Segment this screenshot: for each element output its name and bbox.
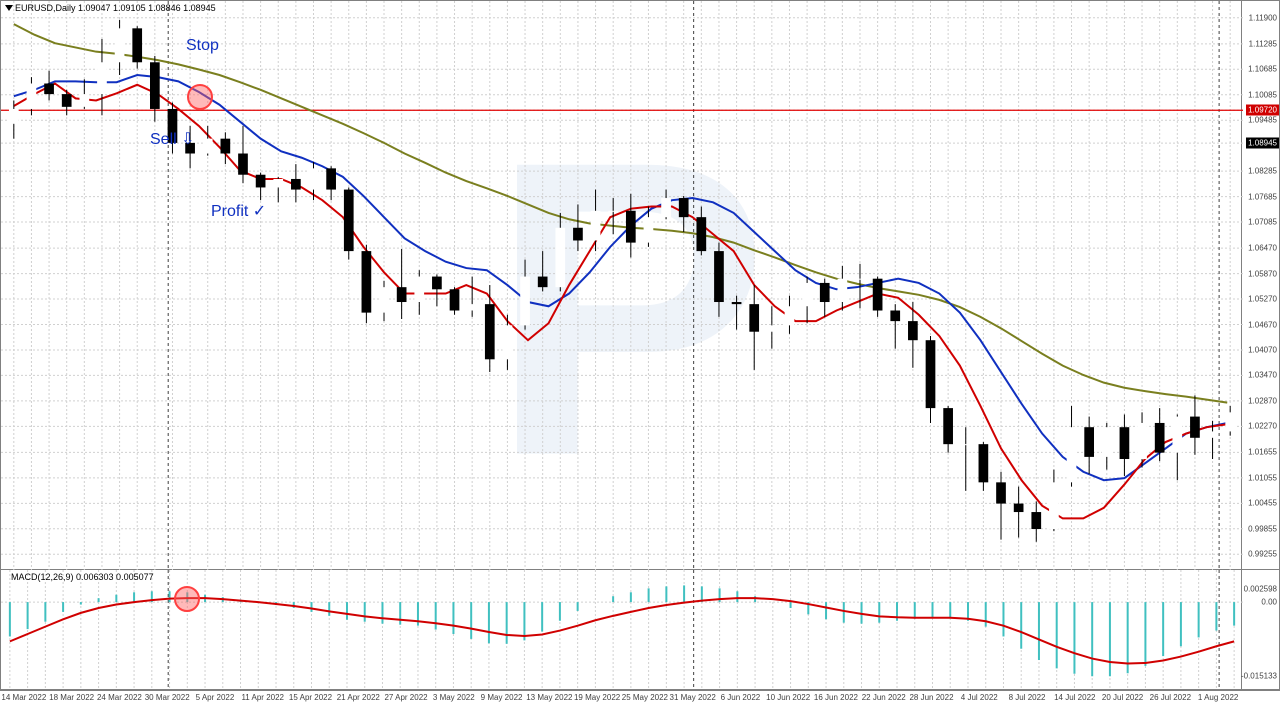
signal-marker-icon bbox=[174, 586, 200, 612]
x-tick-label: 16 Jun 2022 bbox=[814, 693, 858, 702]
time-x-axis: 14 Mar 202218 Mar 202224 Mar 202230 Mar … bbox=[0, 690, 1280, 709]
x-tick-label: 31 May 2022 bbox=[670, 693, 716, 702]
annotation-label: Sell ⇩ bbox=[150, 129, 195, 149]
price-chart-panel[interactable]: P EURUSD,Daily 1.09047 1.09105 1.08846 1… bbox=[0, 0, 1242, 570]
x-tick-label: 30 Mar 2022 bbox=[145, 693, 190, 702]
y-tick-label: 0.99855 bbox=[1248, 524, 1277, 533]
macd-y-axis: 0.002598 0.00 -0.015133 bbox=[1242, 570, 1280, 690]
y-tick-label: 1.03470 bbox=[1248, 371, 1277, 380]
y-tick-label: 1.08945 bbox=[1246, 138, 1279, 149]
x-tick-label: 9 May 2022 bbox=[481, 693, 523, 702]
annotation-label: Profit ✓ bbox=[211, 201, 266, 221]
x-tick-label: 15 Apr 2022 bbox=[289, 693, 332, 702]
y-tick-label: 1.00455 bbox=[1248, 499, 1277, 508]
x-tick-label: 11 Apr 2022 bbox=[241, 693, 284, 702]
y-tick-label: 1.08285 bbox=[1248, 167, 1277, 176]
y-tick-label: 1.10085 bbox=[1248, 90, 1277, 99]
y-tick-label: 1.05270 bbox=[1248, 295, 1277, 304]
x-tick-label: 14 Jul 2022 bbox=[1054, 693, 1095, 702]
annotation-label: Stop bbox=[186, 37, 219, 55]
x-tick-label: 27 Apr 2022 bbox=[384, 693, 427, 702]
signal-marker-icon bbox=[187, 84, 213, 110]
y-tick-label: 1.10685 bbox=[1248, 65, 1277, 74]
x-tick-label: 14 Mar 2022 bbox=[1, 693, 46, 702]
x-tick-label: 25 May 2022 bbox=[622, 693, 668, 702]
y-tick-label: 1.04670 bbox=[1248, 320, 1277, 329]
x-tick-label: 4 Jul 2022 bbox=[961, 693, 998, 702]
x-tick-label: 22 Jun 2022 bbox=[862, 693, 906, 702]
macd-panel[interactable]: MACD(12,26,9) 0.006303 0.005077 bbox=[0, 570, 1242, 690]
y-tick-label: 1.09720 bbox=[1246, 105, 1279, 116]
x-tick-label: 13 May 2022 bbox=[526, 693, 572, 702]
x-tick-label: 3 May 2022 bbox=[433, 693, 475, 702]
x-tick-label: 6 Jun 2022 bbox=[721, 693, 761, 702]
dropdown-icon[interactable] bbox=[5, 5, 13, 11]
price-chart-canvas bbox=[1, 1, 1243, 571]
x-tick-label: 19 May 2022 bbox=[574, 693, 620, 702]
y-tick-label: 1.07085 bbox=[1248, 218, 1277, 227]
y-tick-label: 1.06470 bbox=[1248, 244, 1277, 253]
x-tick-label: 21 Apr 2022 bbox=[337, 693, 380, 702]
macd-y-tick-label: 0.002598 bbox=[1244, 585, 1277, 594]
y-tick-label: 1.01055 bbox=[1248, 473, 1277, 482]
y-tick-label: 1.07685 bbox=[1248, 192, 1277, 201]
x-tick-label: 20 Jul 2022 bbox=[1102, 693, 1143, 702]
instrument-title: EURUSD,Daily 1.09047 1.09105 1.08846 1.0… bbox=[15, 3, 216, 13]
y-tick-label: 1.11285 bbox=[1249, 39, 1277, 48]
y-tick-label: 1.01655 bbox=[1248, 448, 1277, 457]
y-tick-label: 1.09485 bbox=[1248, 116, 1277, 125]
macd-title: MACD(12,26,9) 0.006303 0.005077 bbox=[11, 572, 154, 582]
y-tick-label: 1.11900 bbox=[1249, 13, 1277, 22]
x-tick-label: 18 Mar 2022 bbox=[49, 693, 94, 702]
x-tick-label: 24 Mar 2022 bbox=[97, 693, 142, 702]
x-tick-label: 5 Apr 2022 bbox=[196, 693, 235, 702]
y-tick-label: 1.02270 bbox=[1248, 422, 1277, 431]
macd-y-tick-label: -0.015133 bbox=[1241, 672, 1277, 681]
x-tick-label: 28 Jun 2022 bbox=[909, 693, 953, 702]
x-tick-label: 1 Aug 2022 bbox=[1198, 693, 1238, 702]
y-tick-label: 0.99255 bbox=[1248, 550, 1277, 559]
y-tick-label: 1.05870 bbox=[1248, 269, 1277, 278]
price-y-axis: 1.11900 1.11285 1.10685 1.10085 1.097201.094… bbox=[1242, 0, 1280, 570]
y-tick-label: 1.04070 bbox=[1248, 345, 1277, 354]
x-tick-label: 10 Jun 2022 bbox=[766, 693, 810, 702]
x-tick-label: 8 Jul 2022 bbox=[1009, 693, 1046, 702]
x-tick-label: 26 Jul 2022 bbox=[1150, 693, 1191, 702]
macd-y-tick-label: 0.00 bbox=[1261, 598, 1277, 607]
y-tick-label: 1.02870 bbox=[1248, 396, 1277, 405]
